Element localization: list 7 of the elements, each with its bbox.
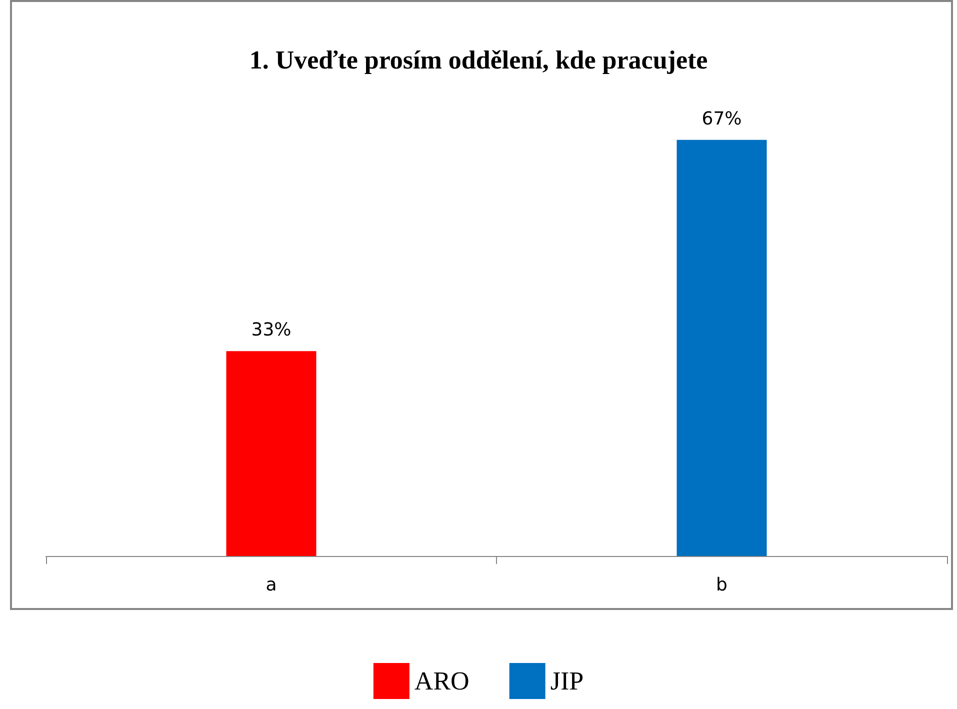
chart-title: 1. Uveďte prosím oddělení, kde pracujete — [249, 46, 708, 74]
legend-label: JIP — [550, 666, 584, 696]
x-tick-label: a — [266, 574, 277, 596]
data-label: 67% — [702, 108, 742, 130]
data-label: 33% — [251, 320, 292, 341]
x-tick-label: b — [716, 574, 728, 596]
legend-label: ARO — [414, 666, 470, 696]
